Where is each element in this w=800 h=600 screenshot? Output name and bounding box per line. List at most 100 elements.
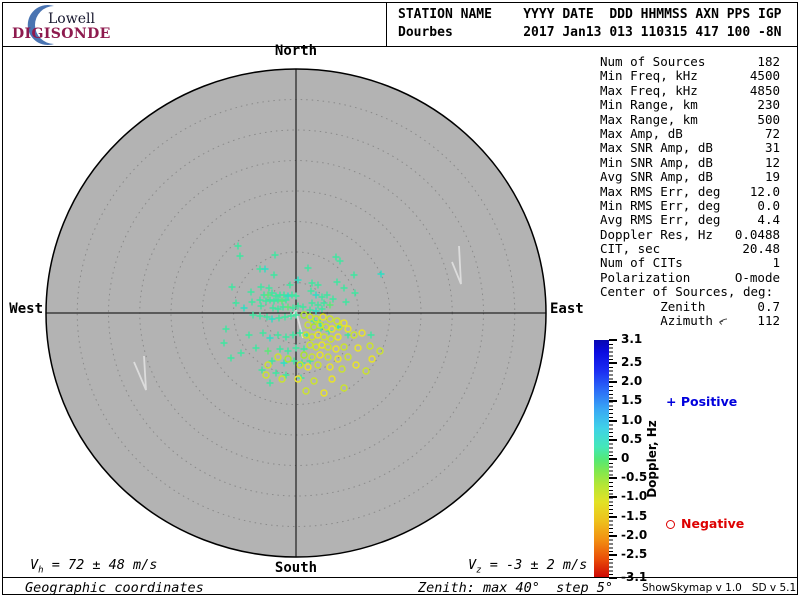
source-point-positive bbox=[257, 302, 265, 310]
source-point-positive bbox=[304, 264, 312, 272]
source-point-positive bbox=[314, 281, 322, 289]
source-point-positive bbox=[263, 313, 271, 321]
source-point-negative bbox=[264, 361, 272, 369]
software-version-label: ShowSkymap v 1.0 SD v 5.1 bbox=[642, 582, 797, 594]
source-point-positive bbox=[294, 302, 302, 310]
source-point-positive bbox=[284, 292, 292, 300]
source-point-positive bbox=[332, 253, 340, 261]
source-point-positive bbox=[264, 347, 272, 355]
colorbar-tick bbox=[609, 553, 617, 556]
stat-label: Zenith bbox=[600, 298, 706, 314]
source-point-negative bbox=[278, 375, 286, 383]
stat-value: 1 bbox=[772, 255, 780, 271]
stat-value: 4500 bbox=[749, 68, 780, 84]
source-point-positive bbox=[248, 298, 256, 306]
source-point-positive bbox=[292, 344, 300, 352]
source-point-positive bbox=[264, 291, 272, 299]
colorbar-tick bbox=[609, 419, 617, 422]
source-point-positive bbox=[266, 296, 274, 304]
source-point-positive bbox=[350, 271, 358, 279]
stat-value: 0.7 bbox=[757, 298, 780, 314]
source-point-positive bbox=[284, 303, 292, 311]
source-point-positive bbox=[299, 303, 307, 311]
stat-row: Avg RMS Err, deg 4.4 bbox=[600, 212, 780, 227]
source-point-positive bbox=[342, 298, 350, 306]
source-point-positive bbox=[287, 312, 295, 320]
source-point-negative bbox=[314, 361, 322, 369]
source-point-negative bbox=[326, 363, 334, 371]
colorbar-tick-label: -0.5 bbox=[621, 470, 648, 485]
source-point-positive bbox=[268, 315, 276, 323]
source-point-positive bbox=[258, 366, 266, 374]
source-point-positive bbox=[271, 251, 279, 259]
colorbar-tick-label: 2.0 bbox=[621, 374, 643, 389]
source-point-positive bbox=[268, 289, 276, 297]
colorbar-tick bbox=[609, 362, 617, 365]
source-point-positive bbox=[336, 257, 344, 265]
source-point-positive bbox=[282, 371, 290, 379]
stat-row: Center of Sources, deg: bbox=[600, 285, 780, 299]
stat-label: Max Range, km bbox=[600, 111, 698, 127]
source-point-positive bbox=[232, 299, 240, 307]
source-point-negative bbox=[328, 375, 336, 383]
source-point-positive bbox=[282, 296, 290, 304]
source-point-negative bbox=[366, 342, 374, 350]
stat-value: 31 bbox=[764, 140, 780, 156]
source-point-positive bbox=[245, 331, 253, 339]
source-point-negative bbox=[262, 371, 270, 379]
colorbar-tick bbox=[609, 400, 617, 403]
source-point-positive bbox=[262, 297, 270, 305]
source-point-positive bbox=[340, 284, 348, 292]
source-point-positive bbox=[227, 354, 235, 362]
stat-row: Min SNR Amp, dB 12 bbox=[600, 154, 780, 170]
source-point-negative bbox=[344, 353, 352, 361]
source-point-positive bbox=[270, 297, 278, 305]
source-point-positive bbox=[274, 331, 282, 339]
stat-value: 230 bbox=[757, 97, 780, 113]
stat-value: 0.0488 bbox=[734, 226, 780, 242]
source-point-positive bbox=[256, 312, 264, 320]
stat-label: Min SNR Amp, dB bbox=[600, 154, 713, 170]
colorbar-tick-label: 1.5 bbox=[621, 393, 643, 408]
source-point-positive bbox=[275, 314, 283, 322]
source-point-negative bbox=[319, 313, 327, 321]
stat-row: Max Range, km 500 bbox=[600, 111, 780, 127]
source-point-negative bbox=[334, 333, 342, 341]
source-point-negative bbox=[304, 363, 312, 371]
stat-label: Max Freq, kHz bbox=[600, 82, 698, 98]
source-point-positive bbox=[320, 299, 328, 307]
source-point-positive bbox=[259, 329, 267, 337]
colorbar-tick-label: 3.1 bbox=[621, 332, 643, 346]
source-point-positive bbox=[286, 281, 294, 289]
source-point-positive bbox=[377, 270, 385, 278]
plus-marker-icon: + bbox=[666, 394, 677, 409]
colorbar-tick-label: 2.5 bbox=[621, 355, 643, 370]
stat-row: Polarization O-mode bbox=[600, 269, 780, 285]
stat-value: O-mode bbox=[734, 269, 780, 285]
source-point-negative bbox=[284, 355, 292, 363]
source-point-positive bbox=[266, 334, 274, 342]
colorbar-axis-label: Doppler, Hz bbox=[645, 420, 659, 498]
source-point-negative bbox=[302, 387, 310, 395]
source-point-positive bbox=[367, 331, 375, 339]
source-point-negative bbox=[334, 355, 342, 363]
source-point-positive bbox=[296, 329, 304, 337]
colorbar-tick-label: -1.0 bbox=[621, 489, 648, 504]
source-point-negative bbox=[296, 361, 304, 369]
stat-row: Max RMS Err, deg 12.0 bbox=[600, 184, 780, 199]
source-point-negative bbox=[294, 375, 302, 383]
source-point-positive bbox=[292, 311, 300, 319]
source-point-positive bbox=[247, 288, 255, 296]
colorbar-tick bbox=[609, 438, 617, 441]
source-point-positive bbox=[318, 293, 326, 301]
source-point-positive bbox=[237, 349, 245, 357]
measurement-stats-panel: Num of Sources 182 Min Freq, kHz 4500 Max Fr… bbox=[600, 54, 780, 328]
source-point-positive bbox=[333, 278, 341, 286]
source-point-negative bbox=[327, 335, 335, 343]
source-point-negative bbox=[300, 351, 308, 359]
source-point-positive bbox=[282, 333, 290, 341]
source-point-positive bbox=[308, 279, 316, 287]
source-point-positive bbox=[280, 291, 288, 299]
